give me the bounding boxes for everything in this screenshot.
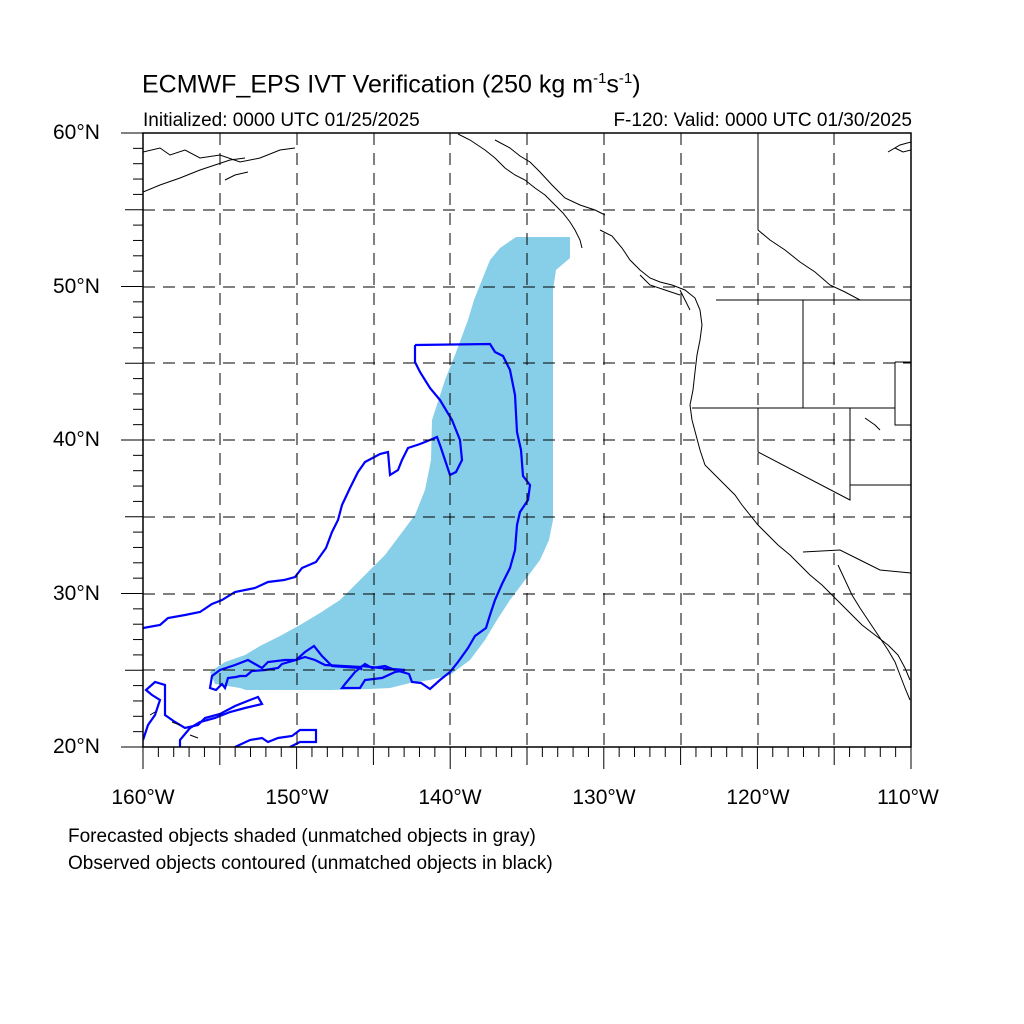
- chart-title: ECMWF_EPS IVT Verification (250 kg m-1s-…: [142, 70, 641, 99]
- lon-label-120w: 120°W: [726, 786, 790, 809]
- lat-label-40: 40°N: [53, 428, 100, 451]
- legend-note-observed: Observed objects contoured (unmatched ob…: [68, 853, 553, 874]
- lon-label-140w: 140°W: [418, 786, 482, 809]
- lat-lon-grid: [143, 133, 911, 747]
- axis-ticks: [121, 132, 912, 769]
- lon-label-160w: 160°W: [111, 786, 175, 809]
- legend-note-forecast: Forecasted objects shaded (unmatched obj…: [68, 826, 536, 847]
- lat-label-30: 30°N: [53, 582, 100, 605]
- coastline-layer: [143, 133, 911, 739]
- observed-ivt-contour-main: [208, 342, 532, 692]
- lat-label-60: 60°N: [53, 121, 100, 144]
- forecast-ivt-object: [210, 237, 570, 690]
- initialized-time: Initialized: 0000 UTC 01/25/2025: [143, 110, 420, 131]
- lon-label-150w: 150°W: [265, 786, 329, 809]
- lat-label-20: 20°N: [53, 735, 100, 758]
- valid-time: F-120: Valid: 0000 UTC 01/30/2025: [613, 110, 912, 131]
- lon-label-130w: 130°W: [572, 786, 636, 809]
- observed-ivt-contour-west: [143, 345, 464, 630]
- observed-ivt-contour-south: [143, 680, 318, 747]
- lon-label-110w: 110°W: [877, 786, 939, 809]
- lat-label-50: 50°N: [53, 275, 100, 298]
